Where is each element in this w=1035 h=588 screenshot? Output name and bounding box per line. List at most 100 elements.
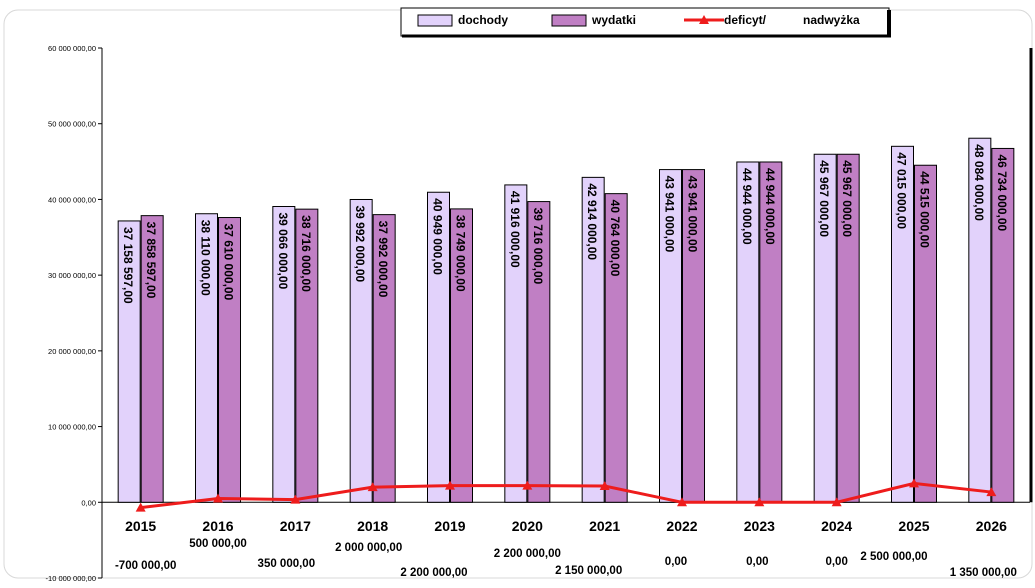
deficit-point-2020 (522, 480, 533, 490)
y-axis: 60 000 000,00 50 000 000,00 40 000 000,00 3… (46, 44, 1033, 583)
x-tick-label: 2021 (589, 518, 620, 534)
deficit-value-label-2024: 0,00 (825, 556, 847, 568)
bar-dochody-2025 (891, 145, 914, 503)
legend-marker-deficyt (699, 15, 709, 24)
deficit-point-2022 (677, 497, 687, 507)
bar-dochody-2016 (195, 213, 218, 503)
deficit-point-2026 (986, 487, 997, 497)
deficit-value-label-2020: 2 200 000,00 (494, 548, 561, 560)
deficit-point-2019 (445, 480, 455, 490)
bars-group: 37 158 597,00 37 858 597,00 38 110 000,00 3… (117, 137, 1015, 503)
deficit-value-label-2022: 0,00 (665, 556, 687, 568)
x-tick-label: 2020 (512, 518, 543, 534)
y-tick-label: 40 000 000,00 (48, 195, 96, 204)
bar-dochody-2020 (504, 184, 528, 503)
legend-label-deficyt: deficyt/ (724, 13, 767, 27)
bar-value-label-dochody-2018: 39 992 000,00 (353, 205, 367, 282)
deficit-point-2018 (367, 482, 378, 492)
bar-value-label-wydatki-2018: 37 992 000,00 (376, 221, 390, 298)
deficit-value-label-2025: 2 500 000,00 (860, 551, 927, 563)
bar-value-label-dochody-2017: 39 066 000,00 (276, 213, 290, 290)
bar-wydatki-2019 (450, 208, 473, 503)
bar-wydatki-2016 (218, 217, 241, 503)
bar-dochody-2019 (427, 191, 450, 503)
bar-value-label-dochody-2024: 45 967 000,00 (817, 160, 831, 237)
legend-label-dochody: dochody (458, 13, 508, 27)
x-tick-label: 2015 (125, 518, 156, 534)
bar-value-label-dochody-2026: 48 084 000,00 (972, 144, 986, 221)
bar-value-label-dochody-2020: 41 916 000,00 (508, 191, 522, 268)
bar-value-label-wydatki-2024: 45 967 000,00 (840, 160, 854, 237)
deficit-value-label-2019: 2 200 000,00 (400, 567, 467, 579)
bar-value-label-dochody-2021: 42 914 000,00 (585, 183, 599, 260)
x-tick-label: 2016 (202, 518, 233, 534)
deficit-labels-group: -700 000,00 500 000,00 350 000,00 2 000 000… (115, 538, 1017, 579)
deficit-value-label-2021: 2 150 000,00 (555, 565, 622, 577)
bar-value-label-dochody-2023: 44 944 000,00 (740, 168, 754, 245)
bar-value-label-dochody-2022: 43 941 000,00 (663, 176, 677, 253)
bar-value-label-dochody-2015: 37 158 597,00 (121, 227, 135, 304)
bar-dochody-2022 (659, 169, 682, 503)
deficit-value-label-2023: 0,00 (746, 556, 768, 568)
x-tick-label: 2026 (976, 518, 1007, 534)
bar-wydatki-2026 (991, 147, 1015, 503)
deficit-value-label-2016: 500 000,00 (189, 538, 247, 550)
bar-wydatki-2020 (527, 201, 551, 503)
legend-swatch-wydatki (551, 14, 587, 27)
deficit-value-label-2017: 350 000,00 (258, 558, 316, 570)
bar-value-label-wydatki-2020: 39 716 000,00 (531, 208, 545, 285)
y-tick-label: 10 000 000,00 (48, 423, 96, 432)
legend-swatch-dochody (417, 14, 453, 27)
x-axis: 2015 2016 2017 2018 2019 2020 2021 2022 2023 2024… (125, 518, 1007, 534)
bar-value-label-wydatki-2026: 46 734 000,00 (995, 154, 1009, 231)
bar-value-label-wydatki-2023: 44 944 000,00 (763, 168, 777, 245)
bar-value-label-wydatki-2017: 38 716 000,00 (299, 215, 313, 292)
legend-label-nadwyzka: nadwyżka (803, 13, 860, 27)
bar-dochody-2021 (581, 176, 605, 503)
bar-value-label-wydatki-2019: 38 749 000,00 (454, 215, 468, 292)
deficit-point-2015 (135, 502, 146, 512)
legend-label-wydatki: wydatki (591, 13, 636, 27)
bar-wydatki-2025 (914, 164, 937, 503)
bar-wydatki-2015 (140, 215, 164, 503)
deficit-point-2016 (213, 493, 223, 503)
bar-dochody-2017 (272, 206, 296, 503)
bar-wydatki-2024 (836, 153, 860, 503)
y-tick-label: 20 000 000,00 (48, 347, 96, 356)
bar-value-label-dochody-2025: 47 015 000,00 (895, 152, 909, 229)
deficit-line-group (135, 478, 997, 512)
deficit-point-2021 (599, 481, 610, 491)
deficit-line (140, 481, 992, 510)
x-tick-label: 2022 (666, 518, 697, 534)
deficit-point-2025 (909, 478, 919, 488)
bar-dochody-2018 (349, 198, 373, 503)
x-tick-label: 2018 (357, 518, 388, 534)
deficit-point-2017 (290, 494, 301, 504)
y-tick-label: -10 000 000,00 (46, 574, 96, 583)
legend: dochody wydatki deficyt/ nadwyżka (400, 7, 891, 38)
bar-wydatki-2021 (604, 193, 628, 503)
bar-dochody-2026 (968, 137, 992, 503)
deficit-value-label-2026: 1 350 000,00 (950, 567, 1017, 579)
bar-value-label-wydatki-2015: 37 858 597,00 (144, 222, 158, 299)
bar-value-label-dochody-2019: 40 949 000,00 (431, 198, 445, 275)
x-tick-label: 2019 (434, 518, 465, 534)
deficit-value-label-2015: -700 000,00 (115, 560, 176, 572)
bar-wydatki-2018 (372, 214, 396, 503)
bar-value-label-dochody-2016: 38 110 000,00 (199, 220, 213, 296)
bar-value-label-wydatki-2022: 43 941 000,00 (686, 176, 700, 253)
y-tick-label: 0,00 (81, 498, 96, 507)
x-tick-label: 2017 (280, 518, 311, 534)
y-tick-label: 50 000 000,00 (48, 120, 96, 129)
deficit-value-label-2018: 2 000 000,00 (335, 542, 402, 554)
bar-value-label-wydatki-2025: 44 515 000,00 (918, 171, 932, 248)
x-tick-label: 2025 (898, 518, 929, 534)
deficit-point-2023 (754, 497, 765, 507)
y-tick-label: 30 000 000,00 (48, 271, 96, 280)
x-tick-label: 2024 (821, 518, 852, 534)
bar-dochody-2015 (117, 220, 141, 503)
y-tick-label: 60 000 000,00 (48, 44, 96, 53)
x-tick-label: 2023 (744, 518, 775, 534)
